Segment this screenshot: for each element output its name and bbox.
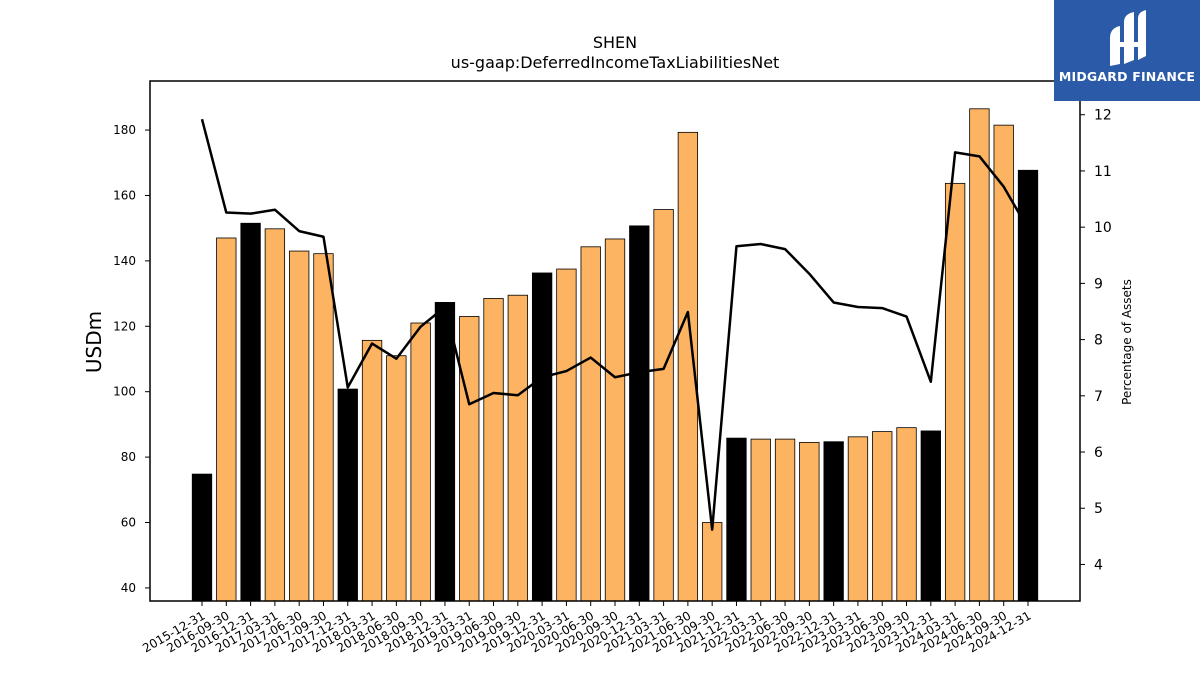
bar-2018-03-31: [361, 339, 383, 602]
logo-text: MIDGARD FINANCE: [1058, 69, 1196, 84]
bar-2022-09-30: [799, 441, 820, 602]
y2tick-label-11: 11: [1094, 164, 1112, 180]
y2tick-label-5: 5: [1094, 501, 1103, 517]
chart-title: SHEN: [593, 33, 637, 52]
y2tick-label-6: 6: [1094, 445, 1103, 461]
bar-2016-12-31: [240, 222, 261, 602]
bar-2019-03-31: [459, 316, 480, 602]
bar-2018-12-31: [434, 302, 456, 602]
right-axis-ticks: 4 5 6 7 8 9 10 11 12: [1080, 108, 1112, 573]
ytick-label-40: 40: [121, 581, 136, 595]
bar-2020-09-30: [604, 238, 626, 602]
bar-2021-09-30: [702, 522, 723, 602]
bar-2019-12-31: [531, 272, 553, 602]
bar-2024-06-30: [969, 108, 990, 602]
bar-2019-06-30: [483, 298, 504, 602]
x-axis-ticks: 2015-12-312016-09-302016-12-312017-03-31…: [140, 601, 1034, 655]
bar-2022-12-31: [823, 441, 844, 602]
y-axis-label: USDm: [82, 311, 106, 373]
bar-2018-06-30: [386, 355, 407, 602]
bar-2020-06-30: [580, 246, 601, 602]
bar-2018-09-30: [410, 322, 431, 602]
bar-2022-03-31: [750, 438, 771, 602]
left-axis-ticks: 40 60 80 100 120 140 160 180: [113, 123, 150, 595]
ytick-label-180: 180: [113, 123, 136, 137]
bar-2023-06-30: [872, 431, 893, 602]
ytick-label-100: 100: [113, 385, 136, 399]
bar-2023-12-31: [920, 430, 941, 602]
bar-2023-03-31: [847, 436, 869, 602]
ytick-label-80: 80: [121, 450, 136, 464]
bar-2015-12-31: [191, 473, 213, 602]
bar-2024-12-31: [1017, 169, 1039, 602]
y2tick-label-12: 12: [1094, 108, 1112, 124]
ytick-label-120: 120: [113, 319, 136, 333]
bar-2021-12-31: [726, 437, 747, 602]
logo-mark-icon: [1110, 10, 1146, 66]
y2tick-label-10: 10: [1094, 220, 1112, 236]
y2tick-label-4: 4: [1094, 557, 1103, 573]
ytick-label-140: 140: [113, 254, 136, 268]
bar-series: [191, 108, 1039, 602]
y2-axis-label: Percentage of Assets: [1120, 279, 1134, 405]
bar-2016-09-30: [216, 237, 237, 602]
bar-2017-03-31: [264, 228, 286, 602]
percentage-line: [200, 118, 1030, 531]
bar-2024-03-31: [944, 182, 966, 602]
bar-2020-03-31: [556, 268, 577, 602]
bar-2017-12-31: [337, 388, 358, 602]
bar-2022-06-30: [774, 438, 796, 602]
bar-2023-09-30: [896, 427, 917, 602]
y2tick-label-9: 9: [1094, 276, 1103, 292]
bar-2017-06-30: [289, 250, 310, 602]
ytick-label-60: 60: [121, 516, 136, 530]
chart-subtitle: us-gaap:DeferredIncomeTaxLiabilitiesNet: [451, 53, 780, 72]
bar-2019-09-30: [507, 294, 528, 602]
bar-2020-12-31: [629, 225, 650, 602]
ytick-label-160: 160: [113, 188, 136, 202]
y2tick-label-7: 7: [1094, 389, 1103, 405]
brand-logo: MIDGARD FINANCE: [1054, 0, 1200, 101]
y2tick-label-8: 8: [1094, 333, 1103, 349]
bar-2021-03-31: [653, 209, 674, 602]
bar-2017-09-30: [313, 253, 334, 602]
